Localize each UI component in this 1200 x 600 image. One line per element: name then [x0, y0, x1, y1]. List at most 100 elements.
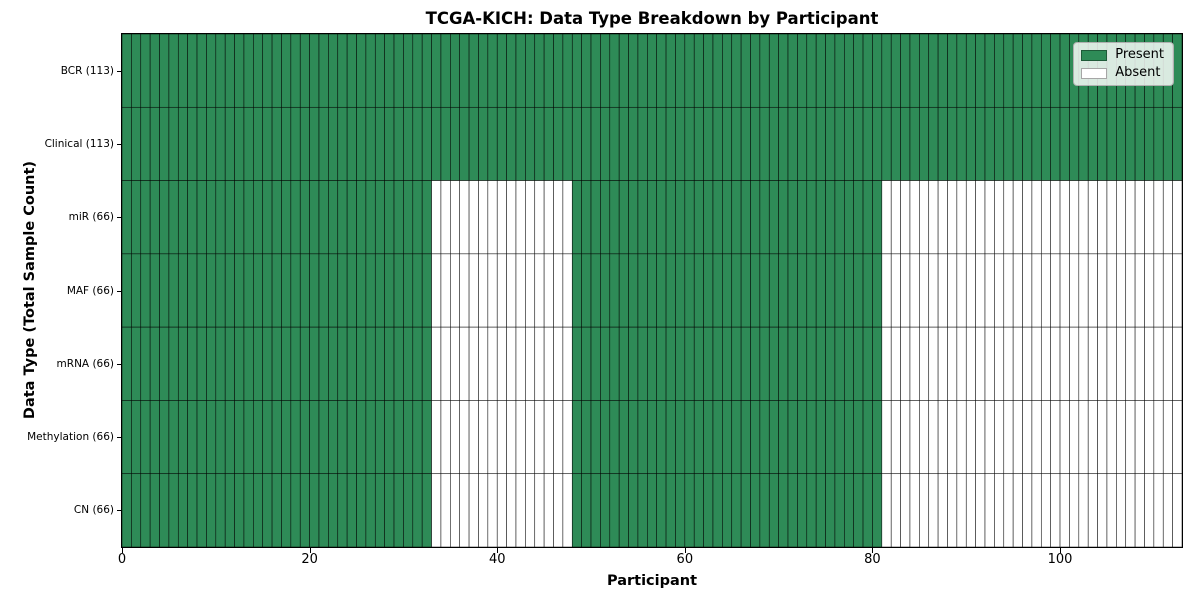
heatmap-cell — [778, 253, 789, 328]
heatmap-cell — [243, 34, 254, 108]
heatmap-cell — [665, 473, 676, 547]
heatmap-cell — [994, 180, 1005, 255]
heatmap-cell — [975, 34, 986, 108]
heatmap-cell — [224, 106, 235, 181]
heatmap-cell — [1116, 400, 1127, 475]
heatmap-cell — [159, 326, 170, 401]
heatmap-cell — [618, 180, 629, 255]
heatmap-cell — [571, 400, 582, 475]
heatmap-cell — [309, 253, 320, 328]
heatmap-cell — [947, 253, 958, 328]
heatmap-cell — [309, 180, 320, 255]
heatmap-cell — [562, 106, 573, 181]
heatmap-cell — [328, 34, 339, 108]
heatmap-cell — [168, 34, 179, 108]
legend-swatch-absent — [1081, 67, 1108, 79]
heatmap-cell — [994, 34, 1005, 108]
heatmap-cell — [562, 400, 573, 475]
heatmap-cell — [628, 34, 639, 108]
heatmap-cell — [815, 106, 826, 181]
heatmap-cell — [365, 106, 376, 181]
heatmap-cell — [506, 473, 517, 547]
heatmap-cell — [693, 326, 704, 401]
heatmap-cell — [281, 473, 292, 547]
heatmap-cell — [1097, 326, 1108, 401]
heatmap-cell — [937, 253, 948, 328]
heatmap-cell — [403, 34, 414, 108]
heatmap-cell — [1116, 180, 1127, 255]
heatmap-cell — [1003, 400, 1014, 475]
heatmap-cell — [787, 106, 798, 181]
heatmap-cell — [356, 473, 367, 547]
heatmap-cell — [1106, 400, 1117, 475]
heatmap-cell — [234, 400, 245, 475]
heatmap-cell — [131, 180, 142, 255]
heatmap-cell — [431, 326, 442, 401]
heatmap-cell — [421, 34, 432, 108]
heatmap-cell — [618, 106, 629, 181]
heatmap-cell — [1040, 34, 1051, 108]
heatmap-cell — [140, 34, 151, 108]
heatmap-cell — [393, 326, 404, 401]
heatmap-cell — [759, 473, 770, 547]
heatmap-cell — [365, 180, 376, 255]
heatmap-cell — [825, 253, 836, 328]
heatmap-cell — [947, 326, 958, 401]
heatmap-cell — [506, 180, 517, 255]
heatmap-cell — [1106, 253, 1117, 328]
legend: Present Absent — [1073, 42, 1174, 86]
heatmap-cell — [562, 473, 573, 547]
heatmap-cell — [647, 106, 657, 181]
heatmap-cell — [937, 34, 948, 108]
heatmap-cell — [722, 106, 733, 181]
heatmap-cell — [628, 326, 639, 401]
heatmap-cell — [862, 400, 873, 475]
heatmap-cell — [224, 326, 235, 401]
heatmap-cell — [487, 326, 498, 401]
heatmap-cell — [515, 253, 526, 328]
heatmap-cell — [965, 106, 976, 181]
heatmap-cell — [459, 400, 470, 475]
heatmap-cell — [337, 180, 348, 255]
heatmap-cell — [740, 180, 751, 255]
heatmap-cell — [365, 326, 376, 401]
heatmap-cell — [215, 180, 226, 255]
heatmap-cell — [919, 34, 930, 108]
heatmap-cell — [890, 326, 901, 401]
heatmap-cell — [384, 473, 395, 547]
heatmap-cell — [281, 106, 292, 181]
heatmap-cell — [131, 253, 142, 328]
x-tick-label: 100 — [1047, 552, 1073, 567]
heatmap-cell — [262, 253, 273, 328]
heatmap-cell — [168, 106, 179, 181]
heatmap-cell — [206, 106, 217, 181]
heatmap-cell — [506, 34, 517, 108]
heatmap-cell — [909, 34, 920, 108]
heatmap-cell — [346, 34, 357, 108]
heatmap-cell — [224, 253, 235, 328]
heatmap-cell — [1003, 253, 1014, 328]
heatmap-cell — [196, 106, 207, 181]
x-axis-label: Participant — [606, 573, 698, 589]
heatmap-cell — [768, 473, 779, 547]
heatmap-cell — [506, 326, 517, 401]
heatmap-cell — [496, 253, 507, 328]
heatmap-cell — [1050, 473, 1061, 547]
heatmap-cell — [168, 326, 179, 401]
heatmap-cell — [693, 473, 704, 547]
heatmap-cell — [787, 400, 798, 475]
heatmap-cell — [187, 326, 198, 401]
heatmap-cell — [140, 326, 151, 401]
heatmap-cell — [984, 180, 995, 255]
heatmap-cell — [1144, 106, 1155, 181]
heatmap-cell — [553, 400, 564, 475]
heatmap-cell — [834, 400, 845, 475]
heatmap-cell — [374, 473, 385, 547]
heatmap-cell — [984, 253, 995, 328]
heatmap-cell — [618, 34, 629, 108]
heatmap-cell — [778, 400, 789, 475]
heatmap-cell — [1144, 400, 1155, 475]
heatmap-cell — [731, 253, 742, 328]
heatmap-cell — [412, 400, 423, 475]
heatmap-cell — [590, 326, 601, 401]
